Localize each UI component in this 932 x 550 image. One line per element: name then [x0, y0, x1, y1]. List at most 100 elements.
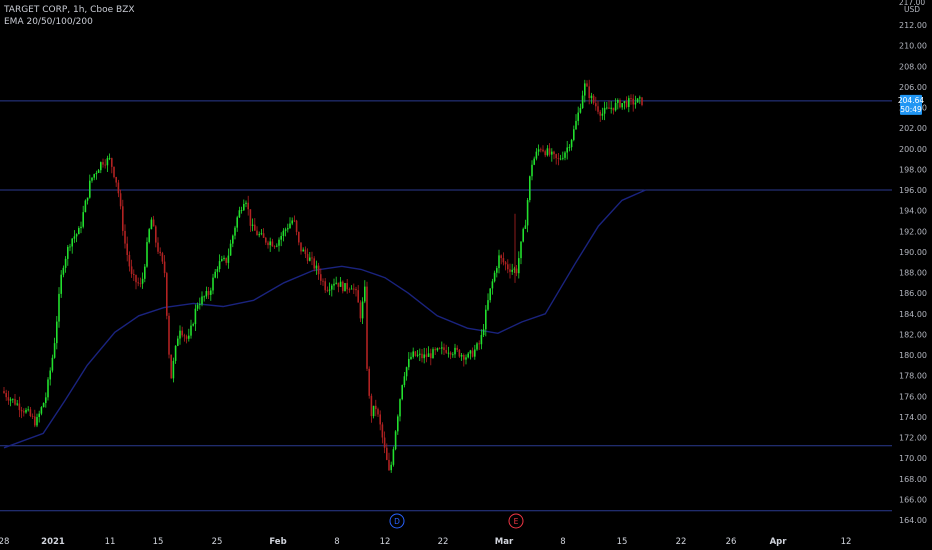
price-tick-label: 190.00 [899, 248, 927, 257]
candle-body [25, 409, 27, 413]
candle [245, 200, 247, 208]
symbol-title[interactable]: TARGET CORP, 1h, Cboe BZX [4, 5, 135, 15]
candle [621, 102, 623, 110]
candle [617, 98, 619, 110]
candle [584, 79, 586, 103]
candle-body [445, 350, 447, 353]
candle [64, 256, 67, 273]
candle [515, 265, 518, 277]
candle-body [504, 262, 507, 265]
candle [454, 343, 456, 359]
candle-body [117, 182, 120, 194]
candle [190, 319, 192, 339]
ema-line [3, 189, 646, 449]
candle-body [414, 351, 417, 356]
candle-body [100, 162, 102, 171]
candle [447, 346, 450, 358]
price-tick-label: 198.00 [899, 165, 927, 174]
candle-body [240, 210, 243, 212]
candle-body [559, 158, 562, 160]
candle [533, 156, 535, 166]
candle [56, 316, 58, 350]
candle [60, 270, 62, 298]
candle-body [625, 101, 628, 107]
candle [496, 265, 498, 278]
ema-200-line[interactable] [3, 189, 646, 449]
candle-body [192, 324, 194, 326]
candle-body [293, 220, 296, 222]
time-axis[interactable]: 28 2021 11 15 25 Feb 8 12 22 Mar 8 15 22 26 Apr 12 [0, 530, 932, 550]
candle-body [113, 166, 115, 178]
candle-body [597, 106, 599, 112]
candle-body [73, 236, 76, 239]
candle [405, 366, 408, 381]
candle-body [359, 302, 362, 319]
candle [344, 282, 346, 292]
indicator-label[interactable]: EMA 20/50/100/200 [4, 17, 93, 27]
candle [53, 337, 56, 359]
candle-body [339, 281, 342, 287]
candle-body [586, 83, 588, 87]
candle [542, 145, 544, 153]
candle [636, 98, 639, 103]
event-marker-label: E [514, 517, 519, 526]
price-tick-label: 176.00 [899, 392, 927, 401]
candle-body [179, 330, 181, 339]
candle-body [401, 385, 403, 400]
price-tick-label: 164.00 [899, 516, 927, 525]
event-marker-circle[interactable] [389, 513, 405, 529]
price-tick-label: 200.00 [899, 145, 927, 154]
candle [577, 106, 579, 126]
candle [511, 263, 513, 275]
candle [339, 276, 342, 287]
candle [546, 145, 549, 157]
candle-body [623, 101, 626, 104]
candle-body [269, 241, 271, 246]
candle-body [568, 147, 571, 148]
candle-body [278, 239, 280, 246]
event-marker-circle[interactable] [508, 513, 524, 529]
time-tick-label: Mar [495, 537, 514, 547]
candle-body [210, 290, 212, 295]
candle-body [577, 112, 579, 121]
time-tick-label: 15 [617, 537, 628, 547]
time-tick-label: Feb [269, 537, 286, 547]
candle [564, 151, 566, 161]
candle-body [513, 268, 516, 270]
event-marker[interactable]: D [389, 513, 405, 529]
candle [507, 259, 509, 274]
candle-body [390, 464, 392, 471]
candle-body [399, 399, 401, 417]
candle-body [416, 354, 419, 356]
candle [216, 266, 219, 279]
time-tick-label: 11 [105, 537, 116, 547]
candle-body [174, 345, 177, 361]
candle-body [203, 296, 205, 298]
candle-body [614, 102, 617, 111]
chart-legend: TARGET CORP, 1h, Cboe BZX EMA 20/50/100/… [4, 4, 135, 28]
candle [359, 300, 362, 323]
candle-body [405, 367, 408, 377]
candle-body [449, 352, 452, 355]
candle-body [78, 228, 80, 235]
candle-body [337, 282, 340, 287]
candle [465, 354, 467, 365]
candle-body [328, 289, 331, 291]
event-marker[interactable]: E [508, 513, 524, 529]
candle [150, 217, 153, 230]
candle-body [564, 152, 566, 158]
candle [401, 384, 403, 401]
candle-body [460, 355, 463, 357]
last-price-tag[interactable] [900, 94, 922, 115]
candle [537, 144, 540, 156]
candle-body [320, 274, 322, 281]
candle-body [590, 95, 593, 99]
candle-body [128, 254, 131, 267]
candle [135, 274, 137, 290]
candle-body [487, 300, 489, 310]
price-tick-label: 188.00 [899, 269, 927, 278]
candle-body [463, 355, 465, 360]
